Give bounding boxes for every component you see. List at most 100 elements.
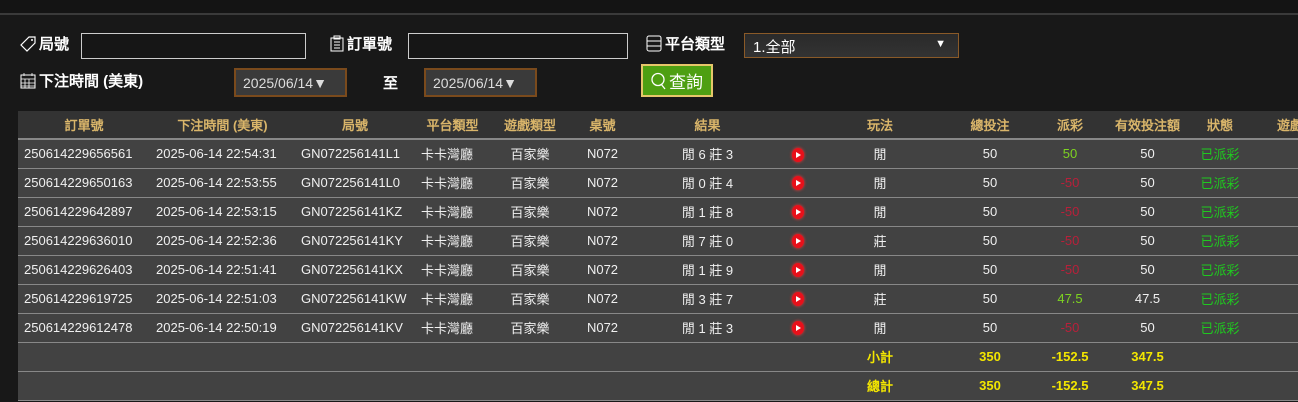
- game-cell: 百家樂: [490, 226, 570, 256]
- valid-cell: 50: [1105, 168, 1190, 198]
- result-cell: 閒 1 莊 9: [635, 255, 780, 285]
- play-video-icon[interactable]: [791, 263, 804, 278]
- subtotal-cell: -152.5: [1035, 342, 1105, 372]
- play-video-icon[interactable]: [791, 234, 804, 249]
- result-cell: 閒 1 莊 8: [635, 197, 780, 227]
- blank-cell: [1250, 139, 1298, 169]
- chevron-down-icon: ▼: [935, 38, 946, 50]
- play-video-cell[interactable]: [780, 255, 815, 285]
- table-cell: N072: [570, 284, 635, 314]
- time-cell: 2025-06-14 22:52:36: [150, 226, 295, 256]
- subtotal-cell: [780, 342, 815, 372]
- time-label: 下注時間 (美東): [20, 70, 143, 91]
- subtotal-cell: [1250, 342, 1298, 372]
- platform-select-value: 1.全部: [753, 39, 796, 56]
- valid-cell: 50: [1105, 226, 1190, 256]
- total-cell: 350: [945, 371, 1035, 401]
- order-cell: 250614229619725: [18, 284, 150, 314]
- blank-cell: [1250, 226, 1298, 256]
- game-cell: 百家樂: [490, 197, 570, 227]
- date-to-picker[interactable]: 2025/06/14▼: [424, 68, 537, 97]
- order-input[interactable]: [408, 33, 628, 59]
- payout-cell: 50: [1035, 139, 1105, 169]
- table-cell: N072: [570, 255, 635, 285]
- table-row[interactable]: 250614229656561 2025-06-14 22:54:31 GN0722…: [18, 139, 1298, 169]
- total-cell: [490, 371, 570, 401]
- subtotal-cell: [150, 342, 295, 372]
- subtotal-cell: [570, 342, 635, 372]
- table-row[interactable]: 250614229626403 2025-06-14 22:51:41 GN0722…: [18, 255, 1298, 285]
- table-cell: N072: [570, 226, 635, 256]
- column-header: 總投注: [945, 111, 1035, 140]
- tag-icon: [20, 35, 36, 52]
- table-row[interactable]: 250614229636010 2025-06-14 22:52:36 GN0722…: [18, 226, 1298, 256]
- payout-cell: -50: [1035, 255, 1105, 285]
- total-cell: 總計: [815, 371, 945, 401]
- subtotal-cell: [18, 342, 150, 372]
- platform-cell: 卡卡灣廳: [415, 313, 490, 343]
- table-row[interactable]: 250614229642897 2025-06-14 22:53:15 GN0722…: [18, 197, 1298, 227]
- play-video-cell[interactable]: [780, 226, 815, 256]
- column-header: 局號: [295, 111, 415, 140]
- valid-cell: 50: [1105, 197, 1190, 227]
- play-cell: 閒: [815, 197, 945, 227]
- round-label: 局號: [20, 33, 69, 54]
- bet-cell: 50: [945, 168, 1035, 198]
- total-cell: [18, 371, 150, 401]
- status-cell: 已派彩: [1190, 313, 1250, 343]
- round-cell: GN072256141KY: [295, 226, 415, 256]
- order-cell: 250614229650163: [18, 168, 150, 198]
- date-from-picker[interactable]: 2025/06/14▼: [234, 68, 347, 97]
- payout-cell: -50: [1035, 226, 1105, 256]
- blank-cell: [1250, 197, 1298, 227]
- result-cell: 閒 1 莊 3: [635, 313, 780, 343]
- play-cell: 莊: [815, 284, 945, 314]
- column-header: 玩法: [815, 111, 945, 140]
- order-label: 訂單號: [330, 33, 392, 54]
- game-cell: 百家樂: [490, 139, 570, 169]
- bet-cell: 50: [945, 313, 1035, 343]
- total-cell: -152.5: [1035, 371, 1105, 401]
- platform-select[interactable]: 1.全部 ▼: [744, 33, 959, 58]
- table-row[interactable]: 250614229612478 2025-06-14 22:50:19 GN0722…: [18, 313, 1298, 343]
- table-row[interactable]: 250614229650163 2025-06-14 22:53:55 GN0722…: [18, 168, 1298, 198]
- play-video-cell[interactable]: [780, 284, 815, 314]
- round-input[interactable]: [81, 33, 306, 59]
- subtotal-cell: [490, 342, 570, 372]
- result-cell: 閒 3 莊 7: [635, 284, 780, 314]
- platform-cell: 卡卡灣廳: [415, 255, 490, 285]
- play-video-icon[interactable]: [791, 205, 804, 220]
- payout-cell: -50: [1035, 313, 1105, 343]
- round-cell: GN072256141L0: [295, 168, 415, 198]
- column-header: 狀態: [1190, 111, 1250, 140]
- payout-cell: -50: [1035, 168, 1105, 198]
- play-video-cell[interactable]: [780, 168, 815, 198]
- subtotal-cell: [295, 342, 415, 372]
- order-cell: 250614229642897: [18, 197, 150, 227]
- query-button[interactable]: 查詢: [641, 64, 713, 97]
- valid-cell: 50: [1105, 313, 1190, 343]
- blank-cell: [1250, 255, 1298, 285]
- column-header: 結果: [635, 111, 780, 140]
- play-video-cell[interactable]: [780, 313, 815, 343]
- subtotal-cell: [635, 342, 780, 372]
- game-cell: 百家樂: [490, 255, 570, 285]
- play-video-icon[interactable]: [791, 292, 804, 307]
- play-video-icon[interactable]: [791, 147, 804, 162]
- subtotal-cell: [1190, 342, 1250, 372]
- play-video-cell[interactable]: [780, 197, 815, 227]
- play-video-icon[interactable]: [791, 321, 804, 336]
- table-cell: N072: [570, 197, 635, 227]
- order-cell: 250614229626403: [18, 255, 150, 285]
- server-icon: [646, 35, 662, 52]
- play-video-cell[interactable]: [780, 139, 815, 169]
- play-cell: 莊: [815, 226, 945, 256]
- table-row[interactable]: 250614229619725 2025-06-14 22:51:03 GN0722…: [18, 284, 1298, 314]
- subtotal-row: 小計 350 -152.5 347.5: [18, 342, 1298, 372]
- valid-cell: 50: [1105, 255, 1190, 285]
- status-cell: 已派彩: [1190, 284, 1250, 314]
- play-video-icon[interactable]: [791, 176, 804, 191]
- play-cell: 閒: [815, 313, 945, 343]
- table-cell: N072: [570, 313, 635, 343]
- play-cell: 閒: [815, 139, 945, 169]
